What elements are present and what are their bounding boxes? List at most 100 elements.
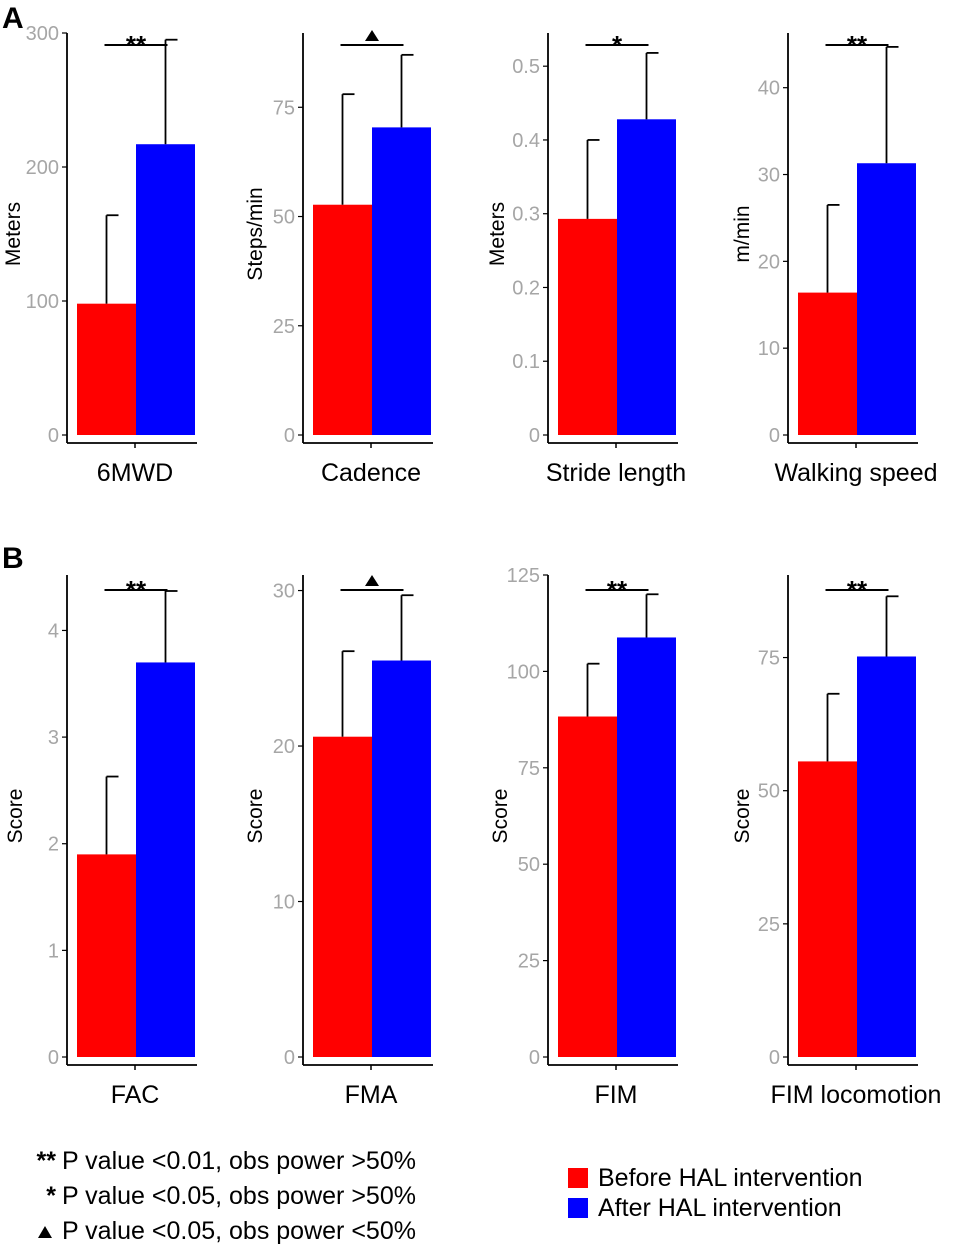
y-tick-label: 75	[273, 97, 295, 119]
star-symbol: *	[46, 1181, 56, 1210]
bar-before	[558, 716, 617, 1057]
y-axis-label: Steps/min	[244, 187, 267, 280]
sig-legend-text: P value <0.05, obs power >50%	[62, 1181, 416, 1210]
y-tick-label: 0	[529, 1047, 540, 1069]
y-tick-label: 40	[758, 78, 780, 100]
y-tick-label: 0	[48, 1047, 59, 1069]
y-tick-label: 10	[758, 338, 780, 360]
y-tick-label: 125	[507, 565, 540, 587]
chart-fma: 0 10 20 30 Score FMA	[244, 575, 433, 1109]
chart-6mwd: 0 100 200 300 ** Meters 6MWD	[2, 23, 197, 487]
chart-stride-length: 0 0.1 0.2 0.3 0.4 0.5 * Meters Stride length	[486, 30, 686, 487]
y-axis-label: Score	[489, 789, 512, 844]
y-tick-label: 0	[769, 425, 780, 447]
bar-before	[558, 218, 617, 435]
y-tick-label: 300	[26, 23, 59, 45]
chart-cadence: 0 25 50 75 Steps/min Cadence	[244, 30, 433, 487]
triangle-icon	[365, 30, 379, 41]
bar-after	[136, 662, 195, 1057]
y-tick-label: 75	[518, 758, 540, 780]
y-axis-label: Score	[244, 789, 267, 844]
x-axis-label: FIM locomotion	[771, 1081, 942, 1109]
significance-legend: ** P value <0.01, obs power >50% * P val…	[22, 1143, 416, 1248]
y-tick-label: 50	[758, 781, 780, 803]
y-tick-label: 3	[48, 727, 59, 749]
y-tick-label: 50	[518, 854, 540, 876]
x-axis-label: Walking speed	[774, 459, 937, 487]
y-tick-label: 0	[529, 425, 540, 447]
y-tick-label: 0	[769, 1047, 780, 1069]
bar-before	[313, 736, 372, 1057]
triangle-icon	[365, 575, 379, 586]
y-tick-label: 100	[507, 661, 540, 683]
color-legend: Before HAL intervention After HAL interv…	[568, 1163, 863, 1223]
x-axis-label: Cadence	[321, 459, 421, 487]
before-swatch	[568, 1168, 588, 1188]
significance-marker: **	[126, 575, 147, 605]
y-tick-label: 30	[758, 165, 780, 187]
bar-before	[798, 292, 857, 435]
y-tick-label: 0.3	[512, 204, 540, 226]
chart-fim-locomotion: 0 25 50 75 ** Score FIM locomotion	[731, 575, 941, 1109]
bar-before	[313, 204, 372, 435]
significance-marker: **	[126, 30, 147, 60]
y-tick-label: 30	[273, 581, 295, 603]
x-axis-label: 6MWD	[97, 459, 173, 487]
panel-label-b: B	[2, 542, 24, 575]
y-tick-label: 25	[273, 316, 295, 338]
y-tick-label: 25	[518, 951, 540, 973]
y-axis-label: Meters	[2, 202, 25, 266]
bar-before	[77, 854, 136, 1057]
bar-after	[617, 637, 676, 1057]
sig-legend-row-double-star: ** P value <0.01, obs power >50%	[22, 1143, 416, 1178]
y-tick-label: 50	[273, 207, 295, 229]
after-swatch	[568, 1198, 588, 1218]
y-tick-label: 2	[48, 834, 59, 856]
bar-after	[372, 660, 431, 1057]
bar-after	[136, 144, 195, 435]
chart-walking-speed: 0 10 20 30 40 ** m/min Walking speed	[731, 30, 938, 487]
legend-item-after: After HAL intervention	[568, 1193, 863, 1223]
x-axis-label: FIM	[594, 1081, 637, 1109]
x-axis-label: Stride length	[546, 459, 686, 487]
chart-fac: 0 1 2 3 4 ** Score FAC	[4, 575, 197, 1109]
y-tick-label: 100	[26, 291, 59, 313]
sig-legend-text: P value <0.01, obs power >50%	[62, 1146, 416, 1175]
y-axis-label: Meters	[486, 202, 509, 266]
sig-legend-text: P value <0.05, obs power <50%	[62, 1216, 416, 1245]
y-tick-label: 0.5	[512, 56, 540, 78]
y-tick-label: 0	[48, 425, 59, 447]
y-tick-label: 0.2	[512, 277, 540, 299]
legend-label-before: Before HAL intervention	[598, 1164, 863, 1192]
sig-legend-row-triangle: P value <0.05, obs power <50%	[22, 1213, 416, 1248]
bar-before	[798, 761, 857, 1057]
bar-after	[857, 163, 916, 435]
y-tick-label: 75	[758, 648, 780, 670]
y-tick-label: 200	[26, 157, 59, 179]
y-tick-label: 20	[758, 251, 780, 273]
bar-after	[617, 119, 676, 436]
double-star-symbol: **	[36, 1146, 56, 1175]
y-tick-label: 0	[284, 425, 295, 447]
y-tick-label: 0.4	[512, 130, 540, 152]
y-axis-label: Score	[4, 789, 27, 844]
y-tick-label: 10	[273, 892, 295, 914]
triangle-icon	[38, 1225, 52, 1238]
y-tick-label: 20	[273, 736, 295, 758]
y-tick-label: 1	[48, 940, 59, 962]
y-tick-label: 25	[758, 914, 780, 936]
x-axis-label: FMA	[345, 1081, 398, 1109]
legend-label-after: After HAL intervention	[598, 1194, 842, 1222]
bar-after	[857, 656, 916, 1057]
y-tick-label: 0	[284, 1047, 295, 1069]
y-axis-label: m/min	[731, 205, 754, 262]
significance-marker: **	[607, 575, 628, 605]
significance-marker: **	[847, 30, 868, 60]
sig-legend-row-star: * P value <0.05, obs power >50%	[22, 1178, 416, 1213]
bar-before	[77, 303, 136, 435]
significance-marker: **	[847, 575, 868, 605]
significance-marker: *	[612, 30, 623, 60]
y-tick-label: 4	[48, 620, 59, 642]
